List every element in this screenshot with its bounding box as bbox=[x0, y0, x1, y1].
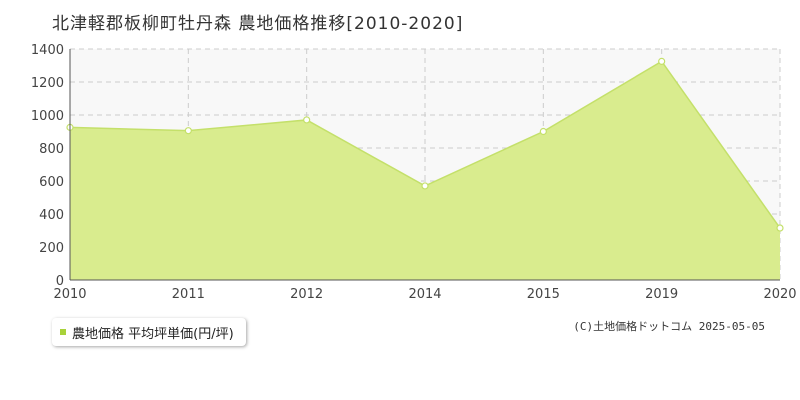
data-point bbox=[184, 127, 192, 135]
y-tick-label: 600 bbox=[39, 175, 64, 190]
x-tick-label: 2020 bbox=[763, 287, 796, 302]
x-tick-label: 2015 bbox=[527, 287, 560, 302]
x-tick-label: 2011 bbox=[172, 287, 205, 302]
y-tick-label: 1200 bbox=[31, 76, 64, 91]
x-tick-label: 2014 bbox=[408, 287, 441, 302]
data-point bbox=[421, 182, 429, 190]
y-tick-label: 200 bbox=[39, 241, 64, 256]
x-tick-labels: 2010 2011 2012 2014 2015 2019 2020 bbox=[53, 287, 796, 302]
copyright-text: (C)土地価格ドットコム 2025-05-05 bbox=[573, 320, 765, 333]
y-tick-label: 1400 bbox=[31, 43, 64, 58]
legend: 農地価格 平均坪単価(円/坪) bbox=[52, 318, 246, 346]
x-tick-label: 2019 bbox=[645, 287, 678, 302]
data-points bbox=[66, 57, 784, 232]
chart-title: 北津軽郡板柳町牡丹森 農地価格推移[2010-2020] bbox=[52, 14, 464, 34]
y-tick-label: 1000 bbox=[31, 109, 64, 124]
x-tick-label: 2012 bbox=[290, 287, 323, 302]
data-point bbox=[776, 224, 784, 232]
x-tick-label: 2010 bbox=[53, 287, 86, 302]
y-tick-label: 400 bbox=[39, 208, 64, 223]
y-tick-label: 800 bbox=[39, 142, 64, 157]
y-tick-label: 0 bbox=[56, 274, 64, 289]
legend-swatch bbox=[60, 329, 66, 335]
area-fill bbox=[70, 61, 780, 280]
data-point bbox=[303, 116, 311, 124]
data-point bbox=[539, 127, 547, 136]
legend-label: 農地価格 平均坪単価(円/坪) bbox=[72, 326, 234, 342]
y-tick-labels: 0 200 400 600 800 1000 1200 1400 bbox=[31, 43, 64, 289]
data-point bbox=[658, 57, 666, 65]
